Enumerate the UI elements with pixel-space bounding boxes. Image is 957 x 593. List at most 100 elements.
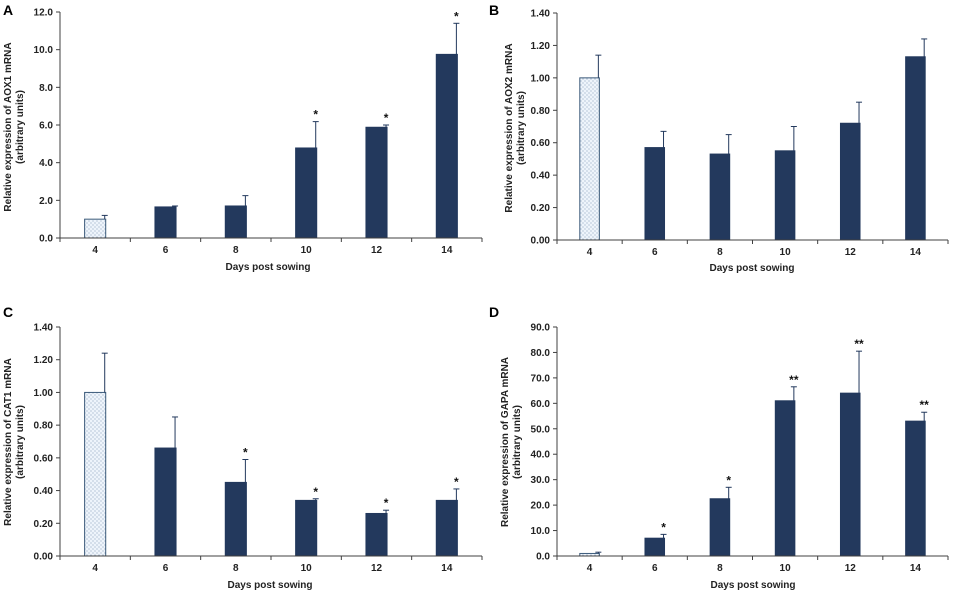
- panel-c-significance-day-14: *: [454, 475, 459, 489]
- panel-a-x-ticks: 4 6 8 10 12 14: [59, 238, 483, 256]
- panel-c-y-tick-label: 0.80: [34, 421, 54, 432]
- panel-d-bar-day-8: [709, 498, 731, 557]
- panel-d-x-tick-label: 14: [910, 563, 922, 574]
- panel-letter-b: B: [489, 2, 499, 18]
- panel-a-bar-day-6: [154, 206, 177, 239]
- panel-b: B Relative expression of AOX2 mRNA (arbi…: [489, 2, 949, 274]
- panel-d-y-tick-label: 70.0: [531, 373, 551, 384]
- panel-d-y-tick-label: 10.0: [531, 526, 551, 537]
- panel-a-x-tick-label: 14: [441, 245, 453, 256]
- panel-c-x-tick-label: 8: [233, 563, 239, 574]
- panel-a-significance-day-12: *: [384, 111, 389, 125]
- panel-a-y-tick-label: 6.0: [39, 121, 53, 132]
- panel-b-x-tick-label: 14: [910, 247, 922, 258]
- panel-c-bar-day-10: [295, 499, 318, 557]
- panel-d-ylabel-line1: Relative expression of GAPA mRNA: [500, 357, 511, 527]
- panel-b-y-tick-label: 1.00: [531, 73, 551, 84]
- panel-d-y-tick-label: 0.0: [536, 552, 550, 563]
- panel-a-y-tick-label: 2.0: [39, 196, 53, 207]
- panel-d-significance-day-14: **: [920, 398, 930, 412]
- panel-b-bar-day-10: [774, 150, 796, 241]
- panel-b-x-tick-label: 6: [652, 247, 658, 258]
- panel-letter-a: A: [3, 2, 13, 18]
- panel-d-x-tick-label: 12: [845, 563, 857, 574]
- panel-c-y-tick-label: 0.20: [34, 519, 54, 530]
- panel-c-bar-day-4: [84, 391, 107, 557]
- panel-d-y-tick-label: 30.0: [531, 475, 551, 486]
- panel-c-x-tick-label: 4: [92, 563, 98, 574]
- panel-c-bar-day-14: [435, 499, 458, 557]
- panel-a-x-tick-label: 6: [163, 245, 169, 256]
- panel-c-bar-day-12: [365, 512, 388, 557]
- panel-a-y-tick-label: 0.0: [39, 234, 53, 245]
- panel-c-bar-day-8: [224, 481, 247, 557]
- panel-d-x-tick-label: 10: [780, 563, 792, 574]
- panel-a-y-tick-label: 8.0: [39, 83, 53, 94]
- panel-b-xlabel: Days post sowing: [709, 263, 794, 274]
- panel-letter-c: C: [3, 304, 13, 320]
- panel-a-ylabel-line2: (arbitrary units): [15, 90, 26, 164]
- panel-a-y-tick-label: 10.0: [34, 45, 54, 56]
- panel-d: D Relative expression of GAPA mRNA (arbi…: [489, 304, 949, 591]
- panel-d-bar-day-12: [839, 392, 861, 557]
- panel-c-y-tick-label: 1.20: [34, 355, 54, 366]
- panel-d-bar-day-14: [905, 420, 926, 557]
- panel-d-significance-day-8: *: [726, 473, 731, 487]
- panel-d-y-tick-label: 80.0: [531, 348, 551, 359]
- panel-a-significance-day-10: *: [313, 108, 318, 122]
- panel-a-bar-day-4: [84, 218, 107, 239]
- panel-d-y-tick-label: 90.0: [531, 323, 551, 334]
- panel-b-y-tick-label: 1.40: [531, 9, 551, 20]
- panel-c-bar-day-6: [154, 447, 177, 557]
- panel-c-ylabel-line2: (arbitrary units): [15, 405, 26, 479]
- panel-b-bar-day-6: [644, 147, 666, 241]
- panel-c-y-tick-label: 0.60: [34, 453, 54, 464]
- panel-c-significance-day-10: *: [313, 485, 318, 499]
- panel-a-bar-day-12: [365, 126, 388, 239]
- panel-a-bar-day-10: [295, 147, 318, 239]
- panel-d-y-tick-label: 50.0: [531, 424, 551, 435]
- panel-d-significance-day-12: **: [854, 337, 864, 351]
- panel-d-x-tick-label: 8: [717, 563, 723, 574]
- panel-d-x-ticks: 4 6 8 10 12 14: [556, 556, 949, 574]
- panel-a: A Relative expression of AOX1 mRNA (arbi…: [3, 2, 483, 273]
- panel-d-y-tick-label: 60.0: [531, 399, 551, 410]
- panel-b-x-tick-label: 12: [845, 247, 857, 258]
- panel-d-bar-day-10: [774, 400, 796, 557]
- panel-b-y-tick-label: 0.60: [531, 138, 551, 149]
- panel-d-ylabel-line2: (arbitrary units): [512, 405, 523, 479]
- panel-d-x-tick-label: 4: [587, 563, 593, 574]
- panel-d-x-tick-label: 6: [652, 563, 658, 574]
- panel-b-y-tick-label: 0.40: [531, 171, 551, 182]
- panel-d-bars: ********: [579, 337, 930, 557]
- panel-d-y-tick-label: 20.0: [531, 501, 551, 512]
- panel-b-ylabel-line1: Relative expression of AOX2 mRNA: [504, 43, 515, 212]
- panel-c-x-tick-label: 14: [441, 563, 453, 574]
- panel-c-y-ticks: 0.00 0.20 0.40 0.60 0.80 1.00 1.20 1.40: [34, 323, 60, 563]
- panel-b-y-tick-label: 0.20: [531, 203, 551, 214]
- panel-c-y-tick-label: 0.00: [34, 552, 54, 563]
- panel-d-y-ticks: 0.0 10.0 20.0 30.0 40.0 50.0 60.0 70.0 80.0 90.0: [531, 323, 557, 563]
- panel-a-y-tick-label: 12.0: [34, 8, 54, 19]
- panel-b-y-tick-label: 1.20: [531, 41, 551, 52]
- panel-b-x-tick-label: 8: [717, 247, 723, 258]
- panel-a-x-tick-label: 4: [92, 245, 98, 256]
- panel-c-x-tick-label: 6: [163, 563, 169, 574]
- panel-c-y-tick-label: 0.40: [34, 486, 54, 497]
- panel-a-x-tick-label: 12: [371, 245, 383, 256]
- panel-a-bar-day-14: [435, 53, 458, 239]
- panel-b-x-tick-label: 4: [587, 247, 593, 258]
- panel-b-bar-day-14: [905, 56, 926, 241]
- panel-a-y-ticks: 0.0 2.0 4.0 6.0 8.0 10.0 12.0: [34, 8, 60, 245]
- panel-b-ylabel-line2: (arbitrary units): [516, 91, 527, 165]
- panel-c-y-tick-label: 1.40: [34, 323, 54, 334]
- panel-a-x-tick-label: 8: [233, 245, 239, 256]
- panel-a-bar-day-8: [224, 205, 247, 239]
- panel-a-bars: * * *: [84, 9, 460, 239]
- panel-c: C Relative expression of CAT1 mRNA (arbi…: [3, 304, 483, 591]
- panel-c-significance-day-8: *: [243, 445, 248, 459]
- panel-b-bar-day-12: [839, 122, 861, 241]
- panel-a-xlabel: Days post sowing: [225, 262, 310, 273]
- panel-b-bar-day-8: [709, 153, 731, 241]
